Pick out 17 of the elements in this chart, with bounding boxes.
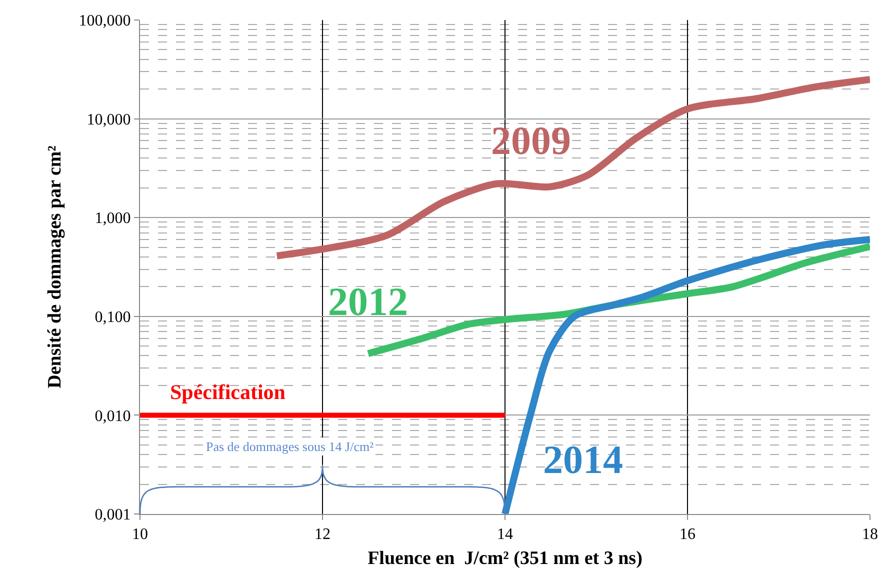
x-axis-title: Fluence en J/cm² (351 nm et 3 ns) (368, 548, 642, 569)
y-tick-label: 100,000 (78, 12, 131, 30)
x-tick-label: 18 (862, 526, 878, 544)
y-tick-label: 0,010 (94, 408, 131, 425)
y-tick-label: 1,000 (94, 210, 131, 228)
series-label: Spécification (170, 380, 286, 404)
annotation: Pas de dommages sous 14 J/cm² (206, 439, 374, 454)
series-label: 2012 (328, 279, 408, 324)
y-tick-label: 0,100 (94, 309, 131, 326)
y-tick-label: 0,001 (94, 506, 131, 524)
y-tick-label: 10,000 (86, 111, 131, 128)
x-tick-label: 14 (497, 526, 513, 544)
x-tick-label: 10 (132, 526, 148, 544)
x-tick-label: 16 (680, 526, 696, 544)
x-tick-label: 12 (314, 526, 330, 544)
y-axis-title: Densité de dommages par cm² (44, 145, 66, 388)
series-label: 2014 (543, 437, 623, 482)
